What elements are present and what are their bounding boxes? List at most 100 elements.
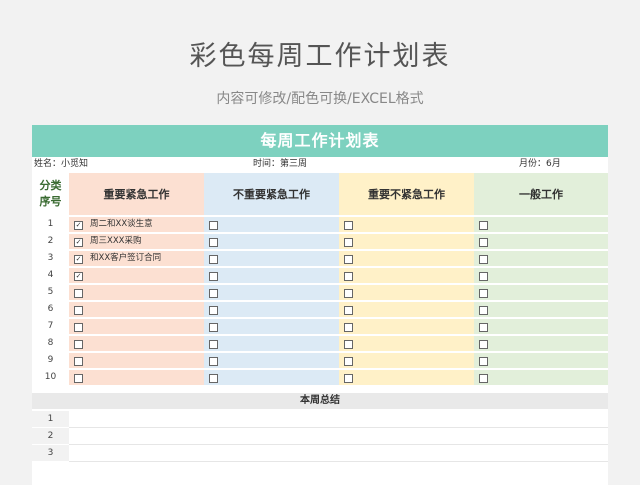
- checkbox[interactable]: [209, 255, 218, 264]
- row-number: 6: [32, 302, 69, 319]
- plan-sheet: 每周工作计划表 姓名：小觅知 时间：第三周 月份：6月 分类 序号 重要紧急工作…: [32, 125, 608, 485]
- task-cell[interactable]: [474, 217, 608, 234]
- row-number: 1: [32, 217, 69, 234]
- checkbox[interactable]: [479, 374, 488, 383]
- task-cell[interactable]: [474, 370, 608, 387]
- task-cell[interactable]: [339, 353, 474, 370]
- task-cell[interactable]: ✓ 周二和XX谈生意: [69, 217, 204, 234]
- task-cell[interactable]: [204, 251, 339, 268]
- checkbox[interactable]: [479, 340, 488, 349]
- task-cell[interactable]: [204, 217, 339, 234]
- task-cell[interactable]: ✓: [69, 268, 204, 285]
- summary-row-number: 2: [32, 428, 69, 444]
- checkbox[interactable]: [344, 272, 353, 281]
- checkbox[interactable]: [479, 357, 488, 366]
- checkbox[interactable]: [74, 357, 83, 366]
- checkbox[interactable]: [479, 221, 488, 230]
- task-text: 周二和XX谈生意: [90, 219, 153, 229]
- sheet-banner: 每周工作计划表: [32, 125, 608, 157]
- task-cell[interactable]: [339, 268, 474, 285]
- checked-checkbox[interactable]: ✓: [74, 255, 83, 264]
- task-cell[interactable]: [204, 370, 339, 387]
- task-cell[interactable]: [204, 268, 339, 285]
- task-cell[interactable]: [204, 353, 339, 370]
- checkbox[interactable]: [74, 306, 83, 315]
- checkbox[interactable]: [344, 238, 353, 247]
- table-row: 4 ✓: [32, 268, 608, 285]
- checked-checkbox[interactable]: ✓: [74, 272, 83, 281]
- row-number: 2: [32, 234, 69, 251]
- checkbox[interactable]: [209, 340, 218, 349]
- checkbox[interactable]: [74, 289, 83, 298]
- checkbox[interactable]: [479, 306, 488, 315]
- task-cell[interactable]: [204, 302, 339, 319]
- checkbox[interactable]: [344, 323, 353, 332]
- checkbox[interactable]: [344, 221, 353, 230]
- table-row: 7: [32, 319, 608, 336]
- time-field[interactable]: 时间：第三周: [253, 159, 308, 169]
- month-field[interactable]: 月份：6月: [519, 159, 561, 169]
- task-cell[interactable]: [204, 319, 339, 336]
- task-cell[interactable]: [474, 353, 608, 370]
- task-cell[interactable]: ✓ 周三XXX采购: [69, 234, 204, 251]
- task-cell[interactable]: [339, 336, 474, 353]
- row-number: 5: [32, 285, 69, 302]
- header-important-not-urgent: 重要不紧急工作: [339, 173, 474, 215]
- task-cell[interactable]: [474, 302, 608, 319]
- task-cell[interactable]: [69, 353, 204, 370]
- task-cell[interactable]: [339, 302, 474, 319]
- header-general: 一般工作: [474, 173, 608, 215]
- task-cell[interactable]: [69, 319, 204, 336]
- checkbox[interactable]: [209, 221, 218, 230]
- row-number: 10: [32, 370, 69, 387]
- task-text: 周三XXX采购: [90, 236, 142, 246]
- row-number: 3: [32, 251, 69, 268]
- checkbox[interactable]: [344, 255, 353, 264]
- task-cell[interactable]: [474, 319, 608, 336]
- task-cell[interactable]: [474, 336, 608, 353]
- task-cell[interactable]: [69, 302, 204, 319]
- checkbox[interactable]: [344, 289, 353, 298]
- task-cell[interactable]: [339, 234, 474, 251]
- checkbox[interactable]: [74, 374, 83, 383]
- checked-checkbox[interactable]: ✓: [74, 221, 83, 230]
- checkbox[interactable]: [209, 374, 218, 383]
- checkbox[interactable]: [344, 374, 353, 383]
- checkbox[interactable]: [344, 306, 353, 315]
- checkbox[interactable]: [479, 255, 488, 264]
- task-cell[interactable]: [69, 370, 204, 387]
- checkbox[interactable]: [479, 289, 488, 298]
- task-cell[interactable]: [69, 285, 204, 302]
- checkbox[interactable]: [479, 238, 488, 247]
- task-cell[interactable]: [204, 234, 339, 251]
- name-field[interactable]: 姓名：小觅知: [34, 159, 89, 169]
- checkbox[interactable]: [74, 340, 83, 349]
- checkbox[interactable]: [209, 323, 218, 332]
- task-cell[interactable]: [474, 268, 608, 285]
- task-cell[interactable]: [69, 336, 204, 353]
- task-cell[interactable]: [474, 285, 608, 302]
- checkbox[interactable]: [209, 306, 218, 315]
- checkbox[interactable]: [479, 272, 488, 281]
- task-cell[interactable]: [204, 336, 339, 353]
- task-cell[interactable]: [339, 217, 474, 234]
- checkbox[interactable]: [479, 323, 488, 332]
- task-cell[interactable]: [339, 370, 474, 387]
- task-cell[interactable]: [339, 319, 474, 336]
- table-row: 2 ✓ 周三XXX采购: [32, 234, 608, 251]
- checkbox[interactable]: [344, 357, 353, 366]
- checked-checkbox[interactable]: ✓: [74, 238, 83, 247]
- task-cell[interactable]: [339, 251, 474, 268]
- header-unimportant-urgent: 不重要紧急工作: [204, 173, 339, 215]
- task-cell[interactable]: [474, 234, 608, 251]
- checkbox[interactable]: [209, 289, 218, 298]
- task-cell[interactable]: [339, 285, 474, 302]
- task-cell[interactable]: ✓ 和XX客户签订合同: [69, 251, 204, 268]
- task-cell[interactable]: [474, 251, 608, 268]
- checkbox[interactable]: [74, 323, 83, 332]
- checkbox[interactable]: [209, 238, 218, 247]
- checkbox[interactable]: [209, 272, 218, 281]
- task-cell[interactable]: [204, 285, 339, 302]
- checkbox[interactable]: [344, 340, 353, 349]
- checkbox[interactable]: [209, 357, 218, 366]
